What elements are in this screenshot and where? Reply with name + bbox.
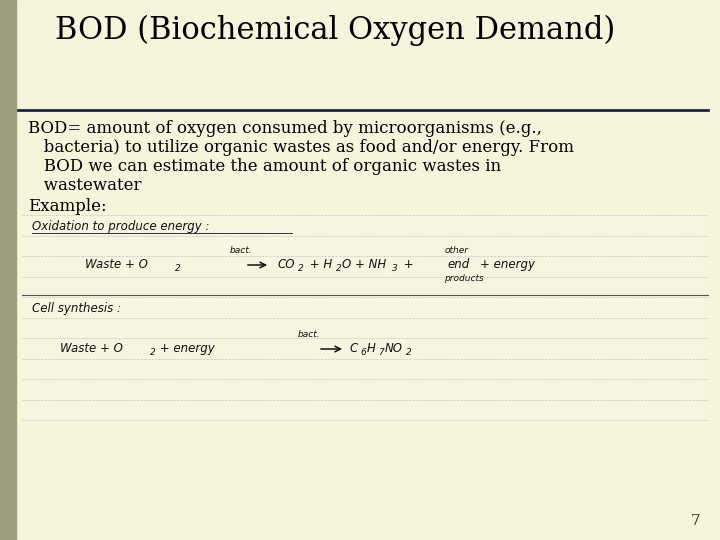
- Text: CO: CO: [278, 258, 295, 271]
- Text: BOD (Biochemical Oxygen Demand): BOD (Biochemical Oxygen Demand): [55, 15, 616, 46]
- Text: 3: 3: [392, 264, 397, 273]
- Text: + H: + H: [306, 258, 332, 271]
- Text: bact.: bact.: [230, 246, 253, 255]
- Text: 2: 2: [336, 264, 342, 273]
- Text: bact.: bact.: [298, 330, 320, 339]
- Text: +: +: [400, 258, 413, 271]
- Text: other: other: [445, 246, 469, 255]
- Text: 2: 2: [406, 348, 412, 357]
- Text: wastewater: wastewater: [28, 177, 142, 194]
- Text: C: C: [350, 342, 359, 355]
- Text: bacteria) to utilize organic wastes as food and/or energy. From: bacteria) to utilize organic wastes as f…: [28, 139, 574, 156]
- Text: H: H: [367, 342, 376, 355]
- Text: 2: 2: [298, 264, 304, 273]
- Text: Waste + O: Waste + O: [60, 342, 123, 355]
- Bar: [0, 0, 16, 540]
- Text: O + NH: O + NH: [342, 258, 386, 271]
- Text: end: end: [447, 258, 469, 271]
- Text: 7: 7: [378, 348, 384, 357]
- Text: Waste + O: Waste + O: [85, 258, 148, 271]
- Text: Cell synthesis :: Cell synthesis :: [32, 302, 121, 315]
- Bar: [22, 215, 708, 420]
- Text: Oxidation to produce energy :: Oxidation to produce energy :: [32, 220, 210, 233]
- Text: BOD= amount of oxygen consumed by microorganisms (e.g.,: BOD= amount of oxygen consumed by microo…: [28, 120, 542, 137]
- Text: Example:: Example:: [28, 198, 107, 215]
- Text: + energy: + energy: [480, 258, 535, 271]
- Text: + energy: + energy: [156, 342, 215, 355]
- Text: 7: 7: [690, 514, 700, 528]
- Text: 6: 6: [360, 348, 366, 357]
- Text: products: products: [444, 274, 484, 283]
- Text: NO: NO: [385, 342, 403, 355]
- Text: 2: 2: [150, 348, 156, 357]
- Text: 2: 2: [175, 264, 181, 273]
- Text: BOD we can estimate the amount of organic wastes in: BOD we can estimate the amount of organi…: [28, 158, 501, 175]
